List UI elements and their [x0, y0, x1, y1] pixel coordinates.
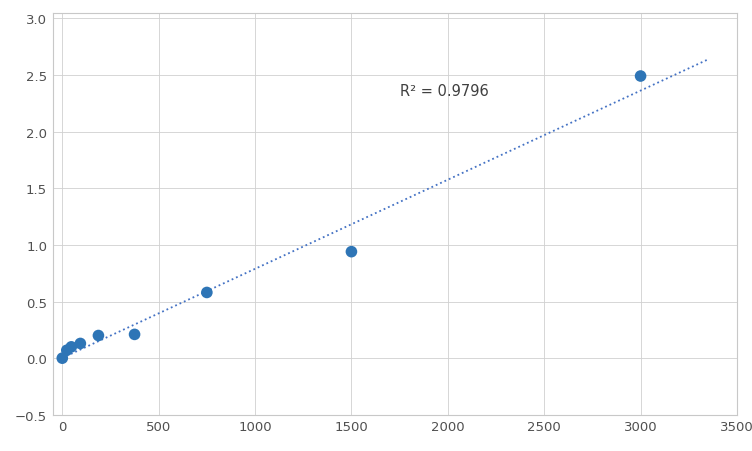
- Point: [635, 73, 647, 80]
- Point: [65, 344, 77, 351]
- Point: [92, 332, 105, 340]
- Point: [56, 355, 68, 362]
- Text: R² = 0.9796: R² = 0.9796: [399, 83, 488, 98]
- Point: [345, 249, 357, 256]
- Point: [201, 289, 213, 296]
- Point: [74, 340, 86, 347]
- Point: [61, 347, 73, 354]
- Point: [129, 331, 141, 338]
